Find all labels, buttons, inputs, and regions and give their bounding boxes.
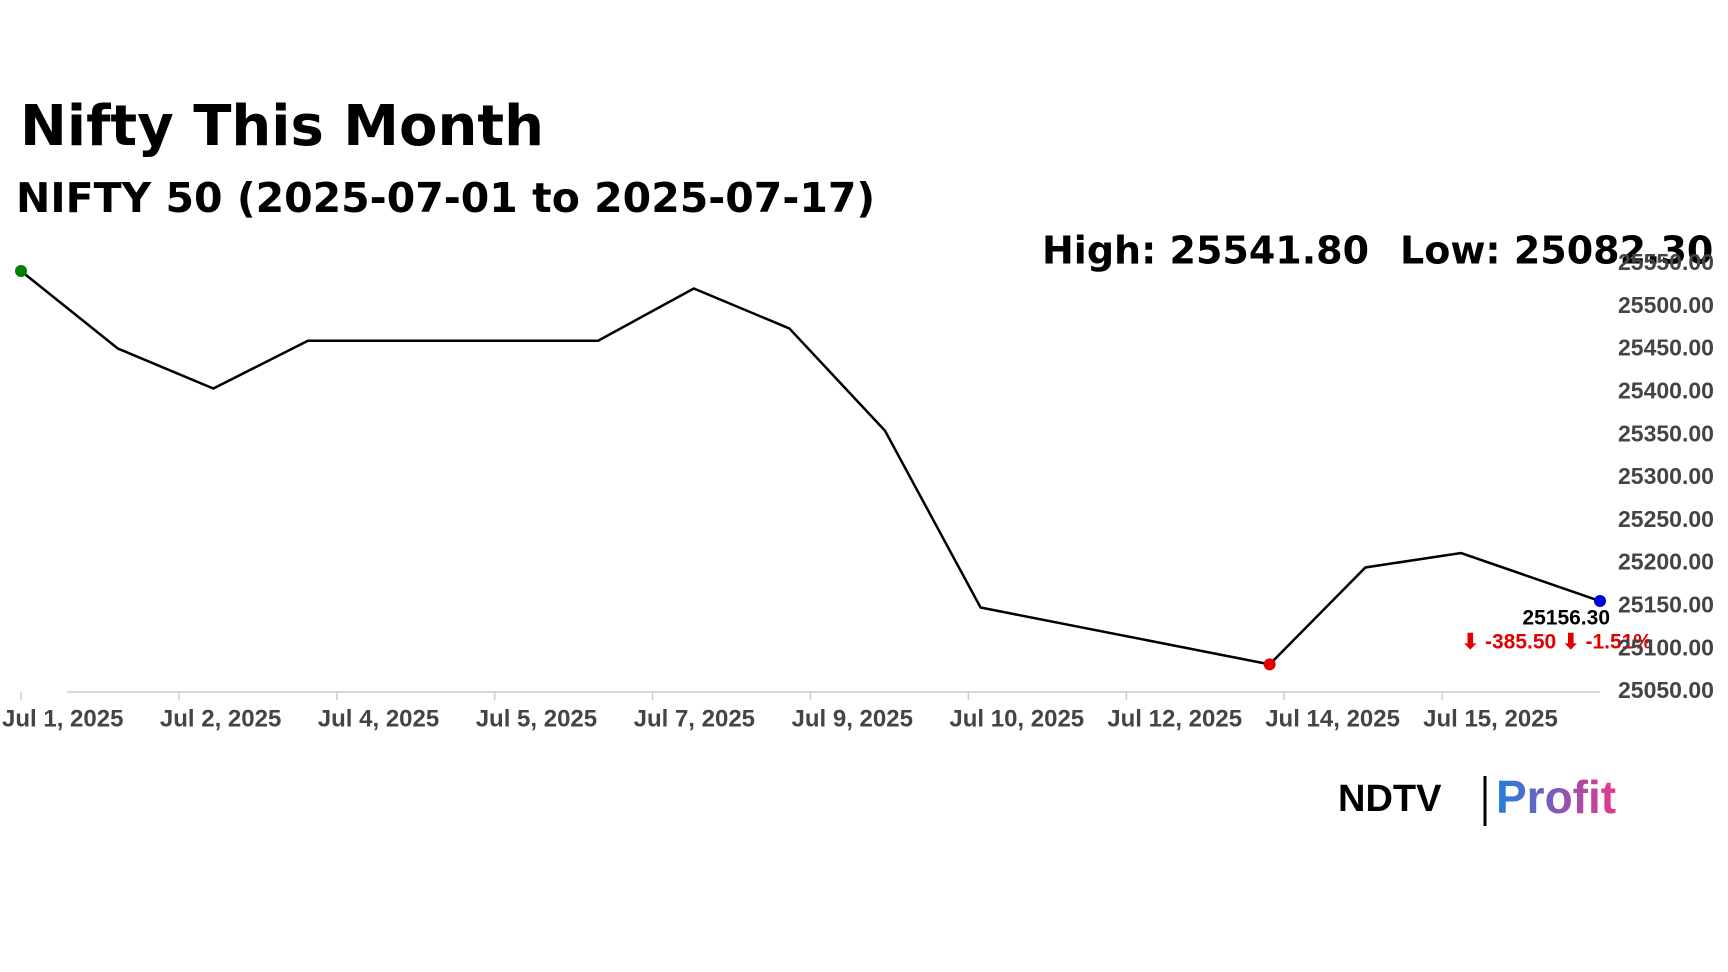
y-tick-label: 25200.00 xyxy=(1618,549,1714,575)
low-label: Low: 25082.30 xyxy=(1400,229,1713,273)
y-tick-label: 25500.00 xyxy=(1618,292,1714,318)
point-marker xyxy=(15,265,27,278)
point-marker xyxy=(1594,595,1606,608)
y-tick-label: 25250.00 xyxy=(1618,506,1714,532)
x-tick-label: Jul 10, 2025 xyxy=(949,705,1084,732)
y-tick-label: 25550.00 xyxy=(1618,249,1714,275)
change-label: ⬇ -385.50 ⬇ -1.51% xyxy=(1462,631,1653,654)
y-tick-label: 25400.00 xyxy=(1618,377,1714,403)
x-tick-label: Jul 15, 2025 xyxy=(1423,705,1558,732)
y-tick-label: 25050.00 xyxy=(1618,677,1714,703)
chart-title: Nifty This Month xyxy=(20,94,544,159)
price-line xyxy=(20,270,1601,666)
point-marker xyxy=(1263,658,1276,671)
y-tick-label: 25450.00 xyxy=(1618,335,1714,361)
y-tick-label: 25150.00 xyxy=(1618,591,1714,617)
y-tick-label: 25350.00 xyxy=(1618,420,1714,446)
x-tick-label: Jul 9, 2025 xyxy=(792,705,913,732)
x-tick-label: Jul 5, 2025 xyxy=(476,705,597,732)
x-tick-label: Jul 4, 2025 xyxy=(318,705,439,732)
high-label: High: 25541.80 xyxy=(1042,229,1369,273)
logo-ndtv: NDTV xyxy=(1338,778,1442,820)
x-tick-label: Jul 1, 2025 xyxy=(2,705,123,732)
logo-profit: Profit xyxy=(1496,771,1616,823)
y-tick-label: 25100.00 xyxy=(1618,634,1714,660)
x-tick-label: Jul 14, 2025 xyxy=(1265,705,1400,732)
chart-subtitle: NIFTY 50 (2025-07-01 to 2025-07-17) xyxy=(16,174,875,222)
x-tick-label: Jul 2, 2025 xyxy=(160,705,281,732)
x-tick-label: Jul 7, 2025 xyxy=(634,705,755,732)
y-tick-label: 25300.00 xyxy=(1618,463,1714,489)
x-tick-label: Jul 12, 2025 xyxy=(1107,705,1242,732)
last-value: 25156.30 xyxy=(1522,607,1610,630)
